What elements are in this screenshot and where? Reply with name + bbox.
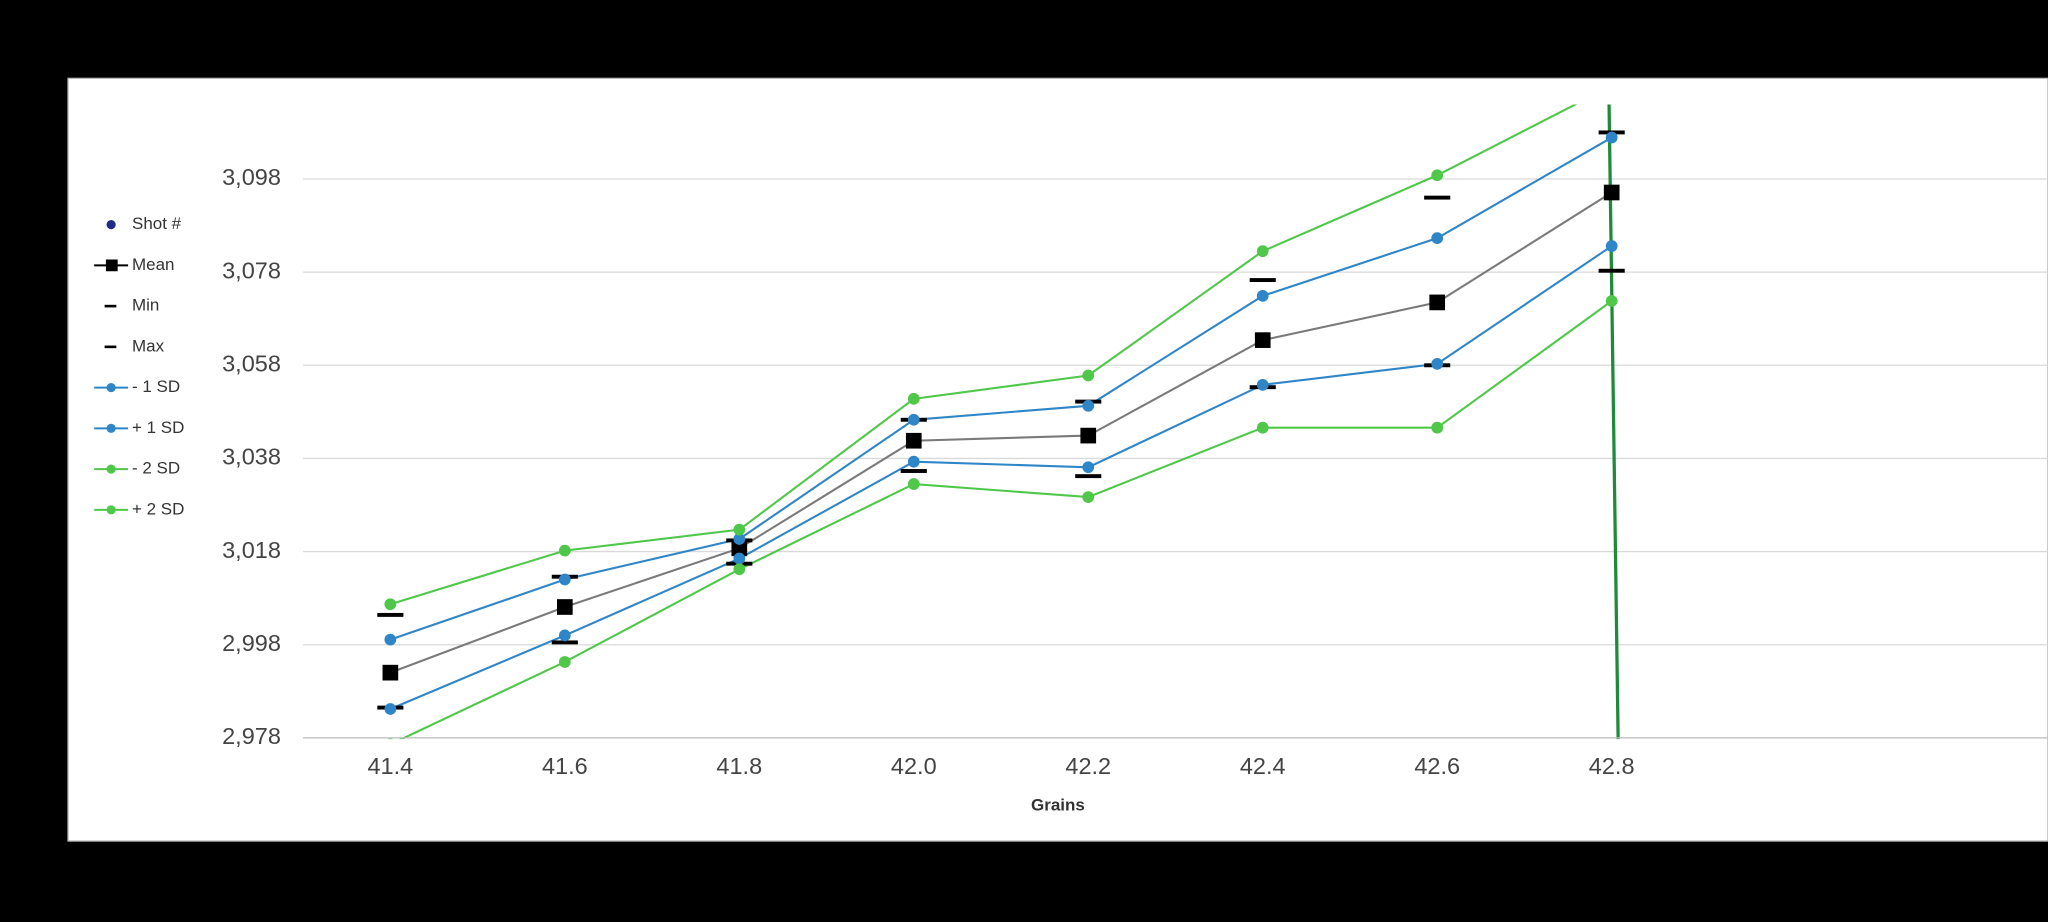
marker-dot [1431, 169, 1444, 182]
y-tick-label: 2,978 [222, 723, 281, 749]
marker-square [382, 664, 399, 681]
marker-dot [558, 656, 571, 668]
legend-label: - 1 SD [132, 377, 180, 396]
marker-dot [1082, 461, 1095, 474]
marker-dot [1431, 358, 1444, 370]
legend-marker [104, 304, 117, 308]
legend-label: - 2 SD [132, 459, 180, 478]
marker-dash [1249, 278, 1276, 283]
x-tick-label: 42.0 [891, 753, 937, 779]
legend-marker [105, 259, 118, 272]
marker-dot [733, 523, 746, 536]
marker-dot [1431, 421, 1444, 434]
marker-dash [1598, 268, 1625, 273]
marker-dot [1082, 399, 1095, 412]
marker-dot [558, 573, 571, 586]
x-tick-label: 42.6 [1414, 753, 1460, 779]
marker-dot [1605, 131, 1618, 144]
series-line [398, 300, 1613, 740]
marker-square [905, 432, 922, 449]
marker-dash [1424, 195, 1451, 200]
marker-square [1429, 294, 1446, 311]
legend-label: Shot # [132, 214, 182, 233]
marker-dot [558, 544, 571, 557]
series-line [389, 245, 1613, 710]
marker-dot [1605, 240, 1618, 252]
x-tick-label: 42.4 [1240, 753, 1286, 779]
marker-dot [1431, 232, 1444, 245]
marker-dash [377, 612, 404, 617]
y-tick-label: 3,018 [222, 537, 281, 563]
y-tick-label: 3,098 [222, 164, 281, 190]
marker-dot [558, 629, 571, 642]
x-tick-label: 42.2 [1065, 753, 1111, 779]
marker-dash [551, 640, 578, 645]
x-tick-label: 41.4 [367, 753, 413, 779]
legend-label: Min [132, 296, 159, 315]
axes: 2,978 2,998 3,018 3,038 3,058 3,078 3,098 41.4 4… [222, 164, 2048, 779]
y-tick-label: 3,078 [222, 257, 281, 283]
marker-dot [1256, 245, 1269, 258]
marker-square [1603, 184, 1620, 201]
legend-label: + 2 SD [132, 499, 184, 518]
marker-dash [900, 469, 927, 473]
x-tick-label: 42.8 [1589, 753, 1635, 779]
chart-area [67, 77, 2048, 842]
marker-square [1080, 427, 1097, 444]
marker-square [1254, 332, 1271, 348]
legend-marker [106, 383, 116, 393]
grid [303, 178, 2048, 739]
x-tick-label: 41.6 [542, 753, 588, 779]
marker-dash [1075, 474, 1102, 479]
legend: Shot # Mean Min Max - 1 SD + 1 SD - 2 SD + 2 SD [94, 214, 184, 518]
marker-dot [1082, 369, 1095, 382]
y-tick-label: 3,058 [222, 350, 281, 376]
marker-dot [384, 598, 397, 611]
marker-dot [733, 563, 746, 576]
marker-square [556, 599, 573, 615]
x-axis-title: Grains [1031, 795, 1085, 814]
legend-label: Mean [132, 255, 174, 274]
marker-dot [733, 533, 746, 545]
marker-dot [384, 703, 397, 715]
marker-dot [1605, 295, 1618, 307]
y-tick-label: 2,998 [222, 630, 281, 656]
plot-area [377, 104, 1625, 740]
marker-dot [1082, 491, 1095, 503]
y-tick-label: 3,038 [222, 444, 281, 470]
x-tick-label: 41.8 [716, 753, 762, 779]
legend-marker [106, 464, 116, 474]
marker-dot [1256, 290, 1269, 302]
marker-dot [1256, 421, 1269, 434]
legend-marker [106, 423, 116, 433]
legend-label: + 1 SD [132, 418, 184, 437]
legend-label: Max [132, 336, 165, 355]
marker-dot [387, 738, 394, 740]
series-line [389, 191, 1613, 674]
legend-marker [106, 505, 116, 515]
marker-dot [907, 455, 920, 468]
marker-dot [907, 413, 920, 426]
drop-line [1607, 104, 1620, 740]
marker-dot [384, 633, 397, 646]
marker-dot [1256, 378, 1269, 391]
legend-marker [106, 220, 116, 230]
series-line [390, 136, 1613, 641]
legend-marker [104, 345, 117, 349]
marker-dot [907, 392, 920, 405]
marker-dot [907, 478, 920, 490]
series-line [390, 104, 1578, 606]
marker-square [731, 540, 748, 557]
marker-dot [733, 552, 746, 565]
